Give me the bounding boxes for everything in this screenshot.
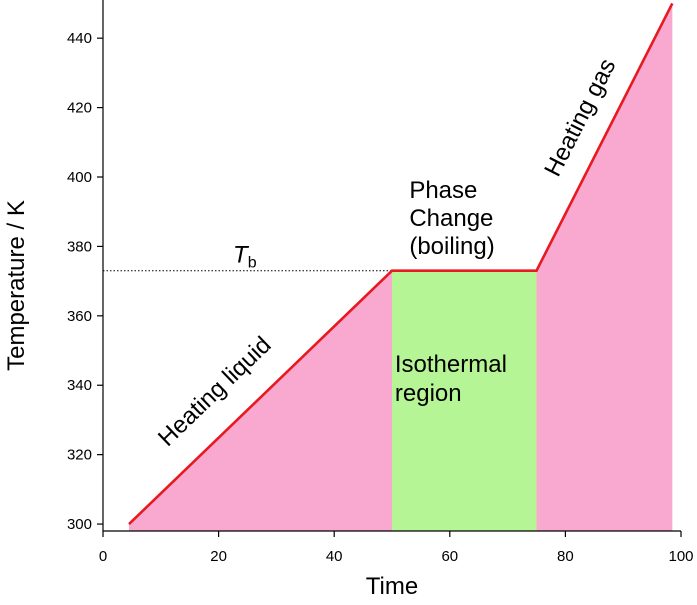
- y-tick-label: 440: [67, 30, 92, 47]
- axes-layer: 0 20 40 60 80 100 300 320 340 360 380 400 420 440: [67, 0, 694, 565]
- isothermal-label-line-2: region: [395, 380, 462, 407]
- series-layer: [128, 2, 674, 525]
- x-tick-label: 40: [326, 548, 343, 565]
- x-tick-label: 20: [210, 548, 227, 565]
- phase-change-label-line-2: Change: [409, 205, 493, 232]
- y-axis-title: Temperature / K: [3, 200, 30, 371]
- y-tick-label: 360: [67, 308, 92, 325]
- boiling-point-label: Tb: [233, 242, 257, 272]
- boiling-point-subscript: b: [248, 255, 257, 272]
- y-tick-label: 400: [67, 169, 92, 186]
- y-tick-label: 340: [67, 377, 92, 394]
- y-tick-label: 320: [67, 447, 92, 464]
- phase-change-label-line-3: (boiling): [409, 233, 494, 260]
- heating-gas-region: [536, 3, 673, 532]
- y-tick-label: 380: [67, 238, 92, 255]
- x-axis-title: Time: [366, 573, 418, 600]
- temperature-series-line: [128, 2, 674, 525]
- y-tick-label: 420: [67, 100, 92, 117]
- y-tick-label: 300: [67, 516, 92, 533]
- x-tick-label: 80: [557, 548, 574, 565]
- phase-change-label-line-1: Phase: [409, 177, 477, 204]
- x-tick-label: 60: [441, 548, 458, 565]
- x-tick-label: 0: [99, 548, 107, 565]
- isothermal-label-line-1: Isothermal: [395, 351, 507, 378]
- boiling-point-symbol: T: [233, 242, 250, 269]
- x-tick-label: 100: [668, 548, 693, 565]
- isothermal-region: [392, 270, 537, 531]
